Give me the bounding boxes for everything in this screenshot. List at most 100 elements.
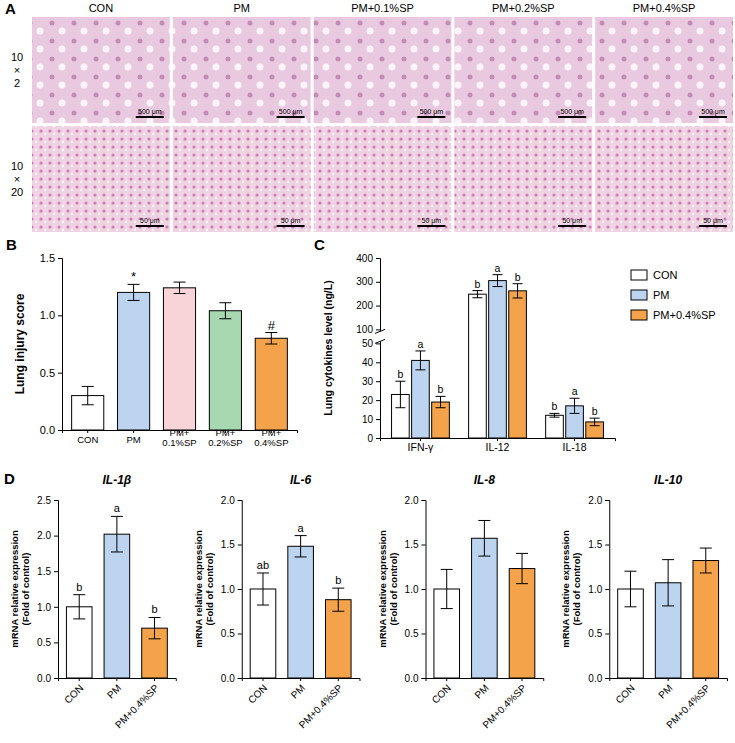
y-tick: 0.5 xyxy=(221,628,242,639)
micrograph xyxy=(173,126,311,232)
x-tick-mark xyxy=(630,678,631,681)
y-tick-label: 0.5 xyxy=(37,637,51,648)
legend: CONPMPM+0.4%SP xyxy=(631,269,716,321)
axis-break-mark xyxy=(375,339,385,343)
y-tick-mark xyxy=(376,258,380,259)
x-tick-label: IFN-γ xyxy=(408,441,434,453)
x-tick-label: PM+0.4%SP xyxy=(297,682,345,730)
y-tick-mark xyxy=(605,634,609,635)
significance-letter: b xyxy=(151,603,157,615)
bar xyxy=(546,415,564,438)
x-tick-label: PM xyxy=(472,682,490,700)
scale-bar-label: 500 μm xyxy=(279,108,303,116)
x-tick-mark xyxy=(300,678,301,681)
bar xyxy=(118,292,150,430)
micrograph xyxy=(595,126,733,232)
plot-marks xyxy=(250,536,351,678)
x-tick-label: IL-12 xyxy=(486,441,510,453)
row-label: 10×2 xyxy=(11,51,23,89)
x-tick: PM+0.4%SP xyxy=(480,678,528,730)
x-tick-label: PM+0.4%SP xyxy=(254,427,288,448)
x-tick: PM+0.4%SP xyxy=(664,678,712,730)
y-tick: 200 xyxy=(356,300,380,311)
y-tick-label: 1.5 xyxy=(405,539,419,550)
x-tick-label: PM+0.2%SP xyxy=(208,427,242,448)
x-tick-label: PM xyxy=(126,434,140,445)
y-tick: 1.5 xyxy=(221,539,242,550)
y-tick-label: 30 xyxy=(362,376,374,387)
bar xyxy=(489,281,507,438)
y-tick-mark xyxy=(376,306,380,307)
x-tick: PM xyxy=(656,678,674,701)
y-tick: 0 xyxy=(367,433,380,444)
bar xyxy=(288,546,314,678)
plot-marks xyxy=(434,520,535,678)
y-tick-mark xyxy=(376,438,380,439)
y-axis-line xyxy=(376,259,381,439)
x-tick-label: CON xyxy=(613,682,637,706)
y-tick-label: 10 xyxy=(362,414,374,425)
axis-break-gap xyxy=(377,331,383,341)
panel-a: ACONPMPM+0.1%SPPM+0.2%SPPM+0.4%SP10×2500… xyxy=(5,0,733,232)
scale-bar-label: 500 μm xyxy=(701,108,725,116)
bar xyxy=(509,569,535,678)
x-tick-label: PM xyxy=(105,682,123,700)
bar xyxy=(163,288,195,430)
y-tick: 1.0 xyxy=(221,584,242,595)
y-tick-label: 0.0 xyxy=(40,424,55,436)
y-axis-line xyxy=(58,259,63,431)
y-tick-label: 1.0 xyxy=(588,584,602,595)
x-axis-line xyxy=(59,679,177,682)
y-tick: 10 xyxy=(362,414,380,425)
y-tick: 100 xyxy=(356,324,380,335)
significance-letter: b xyxy=(438,383,444,395)
error-bar xyxy=(128,284,140,300)
y-tick-mark xyxy=(54,536,58,537)
y-tick-mark xyxy=(54,500,58,501)
y-tick-mark xyxy=(238,634,242,635)
y-axis: 0.00.51.01.52.0 xyxy=(588,495,609,684)
y-tick: 1.5 xyxy=(405,539,426,550)
x-tick-mark xyxy=(446,678,447,681)
scale-bar-label: 50 μm xyxy=(703,217,723,225)
y-tick: 1.5 xyxy=(40,252,62,264)
x-tick-label: CON xyxy=(430,682,454,706)
error-bar xyxy=(570,398,580,413)
chart-title: IL-10 xyxy=(654,473,682,487)
chart-title: IL-8 xyxy=(474,473,496,487)
legend-label: CON xyxy=(653,269,678,281)
error-bar xyxy=(493,275,503,287)
error-bar xyxy=(149,617,161,638)
scale-bar xyxy=(417,225,445,227)
y-tick-label: 0.5 xyxy=(40,367,55,379)
scale-bar xyxy=(136,225,164,227)
y-tick-mark xyxy=(54,607,58,608)
error-bar xyxy=(700,548,712,573)
significance-letter: b xyxy=(76,581,82,593)
x-tick-label: PM xyxy=(656,682,674,700)
y-tick-label: 1.0 xyxy=(37,602,51,613)
column-title: PM+0.2%SP xyxy=(492,2,555,14)
x-tick: PM xyxy=(472,678,490,701)
significance-letter: b xyxy=(592,405,598,417)
x-tick-mark xyxy=(262,678,263,681)
legend-label: PM xyxy=(653,289,670,301)
bar xyxy=(209,311,241,430)
x-tick: PM xyxy=(105,678,123,701)
error-bar xyxy=(472,291,482,298)
y-tick-label: 50 xyxy=(362,338,374,349)
annotation: # xyxy=(268,318,276,333)
y-axis-title: mRNA relative expression(Fold of control… xyxy=(193,530,215,648)
significance-letter: b xyxy=(335,574,341,586)
error-bar xyxy=(111,516,123,552)
y-tick-label: 2.5 xyxy=(37,495,51,506)
x-tick-mark xyxy=(668,678,669,681)
error-bar xyxy=(478,520,490,556)
y-tick-label: 100 xyxy=(356,324,373,335)
x-tick-label: CON xyxy=(77,434,98,445)
y-tick: 0.5 xyxy=(37,637,58,648)
x-tick: CON xyxy=(62,678,86,706)
y-tick: 1.0 xyxy=(37,602,58,613)
scale-bar-label: 50 μm xyxy=(140,217,160,225)
panel: 0.00.51.01.52.0CONPMPM+0.4%SPmRNA relati… xyxy=(377,473,544,730)
